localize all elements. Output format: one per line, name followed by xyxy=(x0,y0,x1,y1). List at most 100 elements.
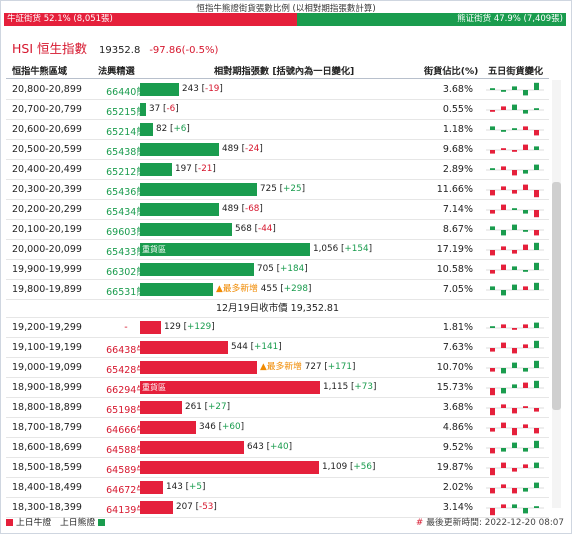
range-label: 20,000-20,099 xyxy=(12,244,82,255)
warrant-code-link[interactable]: 65198牛 xyxy=(106,405,146,416)
contracts-value-label: 489 [-24] xyxy=(222,144,263,154)
ratio-caption: 恒指牛熊證街貨張數比例 (以相對期指張數計算) xyxy=(196,4,376,14)
five-day-bar xyxy=(534,242,539,250)
contracts-value-label: 207 [-53] xyxy=(176,502,217,512)
warrant-code-link[interactable]: 65433熊 xyxy=(106,247,146,258)
col-contracts: 相對期指張數 [括號內為一日變化] xyxy=(214,66,355,77)
five-day-bar xyxy=(523,464,528,468)
scrollbar-thumb[interactable] xyxy=(552,182,561,410)
outstanding-pct: 1.81% xyxy=(442,322,473,333)
five-day-bar xyxy=(523,368,528,372)
outstanding-pct: 15.73% xyxy=(436,382,473,393)
five-day-bar xyxy=(534,462,539,468)
five-day-bar xyxy=(534,440,539,448)
warrant-code-link[interactable]: 66302熊 xyxy=(106,267,146,278)
five-day-bar xyxy=(501,404,506,408)
range-label: 20,600-20,699 xyxy=(12,124,82,135)
five-day-bar xyxy=(512,408,517,414)
bull-row: 18,500-18,599 64589牛 1,109 [+56] 19.87% xyxy=(6,458,549,478)
daily-change: -6 xyxy=(166,104,176,114)
outstanding-pct: 2.02% xyxy=(442,482,473,493)
warrant-code-link[interactable]: 64588牛 xyxy=(106,445,146,456)
five-day-bar xyxy=(512,104,517,110)
five-day-bar xyxy=(534,210,539,218)
warrant-code-link[interactable]: 66294牛 xyxy=(106,385,146,396)
five-day-bar xyxy=(523,448,528,452)
five-day-bar xyxy=(512,170,517,176)
warrant-code-link[interactable]: 65212熊 xyxy=(106,167,146,178)
range-label: 20,800-20,899 xyxy=(12,84,82,95)
five-day-bar xyxy=(512,488,517,494)
five-day-bar xyxy=(501,388,506,394)
five-day-bar xyxy=(523,286,528,290)
daily-change: -68 xyxy=(245,204,260,214)
contracts-value-label: 568 [-44] xyxy=(235,224,276,234)
contracts-bar xyxy=(140,321,161,334)
contracts-bar xyxy=(140,103,146,116)
five-day-chart xyxy=(486,340,544,354)
bull-ratio-segment: 牛証街货 52.1% (8,051張) xyxy=(4,13,297,26)
bear-row: 20,000-20,099 65433熊 重貨區 1,056 [+154] 17.19% xyxy=(6,240,549,260)
warrant-code-link[interactable]: 65438熊 xyxy=(106,147,146,158)
range-label: 18,400-18,499 xyxy=(12,482,82,493)
five-day-bar xyxy=(534,428,539,434)
five-day-bar xyxy=(523,244,528,250)
five-day-bar xyxy=(501,204,506,210)
outstanding-pct: 7.05% xyxy=(442,284,473,295)
daily-change: +129 xyxy=(187,322,212,332)
outstanding-pct: 4.86% xyxy=(442,422,473,433)
five-day-chart xyxy=(486,242,544,256)
bear-row: 20,300-20,399 65436熊 725 [+25] 11.66% xyxy=(6,180,549,200)
contracts-value: 129 xyxy=(164,322,184,332)
range-label: 18,800-18,899 xyxy=(12,402,82,413)
range-label: 20,200-20,299 xyxy=(12,204,82,215)
contracts-bar xyxy=(140,123,153,136)
bear-ratio-segment: 熊证街货 47.9% (7,409張) xyxy=(297,13,566,26)
contracts-bar xyxy=(140,263,254,276)
daily-change: +27 xyxy=(208,402,227,412)
five-day-bar xyxy=(534,360,539,368)
daily-change: +6 xyxy=(173,124,187,134)
five-day-bar xyxy=(501,90,506,92)
contracts-value: 489 xyxy=(222,144,242,154)
warrant-code-link[interactable]: 66440熊 xyxy=(106,87,146,98)
contracts-value-label: ▲最多新增 727 [+171] xyxy=(260,362,356,372)
outstanding-pct: 7.63% xyxy=(442,342,473,353)
outstanding-pct: 8.67% xyxy=(442,224,473,235)
warrant-code-link[interactable]: 64139牛 xyxy=(106,505,146,516)
five-day-bar xyxy=(534,262,539,270)
five-day-bar xyxy=(501,186,506,190)
warrant-code-link[interactable]: 65215熊 xyxy=(106,107,146,118)
warrant-code-link[interactable]: 64672牛 xyxy=(106,485,146,496)
five-day-bar xyxy=(512,150,517,152)
range-label: 19,200-19,299 xyxy=(12,322,82,333)
daily-change: +60 xyxy=(222,422,241,432)
five-day-bar xyxy=(534,82,539,90)
outstanding-pct: 10.70% xyxy=(436,362,473,373)
warrant-code-link[interactable]: 66531熊 xyxy=(106,287,146,298)
warrant-code-link[interactable]: 66438牛 xyxy=(106,345,146,356)
warrant-code-link[interactable]: 65428牛 xyxy=(106,365,146,376)
index-name: HSI 恒生指數 xyxy=(12,41,87,56)
contracts-value-label: 143 [+5] xyxy=(166,482,206,492)
five-day-bar xyxy=(490,348,495,352)
five-day-bar xyxy=(534,282,539,290)
warrant-code-link[interactable]: 65214熊 xyxy=(106,127,146,138)
warrant-code-link[interactable]: 65436熊 xyxy=(106,187,146,198)
five-day-bar xyxy=(490,210,495,214)
five-day-bar xyxy=(501,290,506,296)
five-day-chart xyxy=(486,104,544,114)
warrant-code-link[interactable]: 69603熊 xyxy=(106,227,146,238)
five-day-bar xyxy=(512,348,517,354)
five-day-bar xyxy=(512,384,517,388)
warrant-code-link[interactable]: 64666牛 xyxy=(106,425,146,436)
warrant-code-link[interactable]: 65434熊 xyxy=(106,207,146,218)
contracts-value-label: 705 [+184] xyxy=(257,264,308,274)
five-day-bar xyxy=(512,442,517,448)
warrant-code-link[interactable]: 64589牛 xyxy=(106,465,146,476)
contracts-value: 643 xyxy=(247,442,267,452)
outstanding-pct: 0.55% xyxy=(442,104,473,115)
daily-change: +154 xyxy=(344,244,369,254)
contracts-value-label: 37 [-6] xyxy=(149,104,179,114)
warrant-code-link: - xyxy=(124,322,128,333)
